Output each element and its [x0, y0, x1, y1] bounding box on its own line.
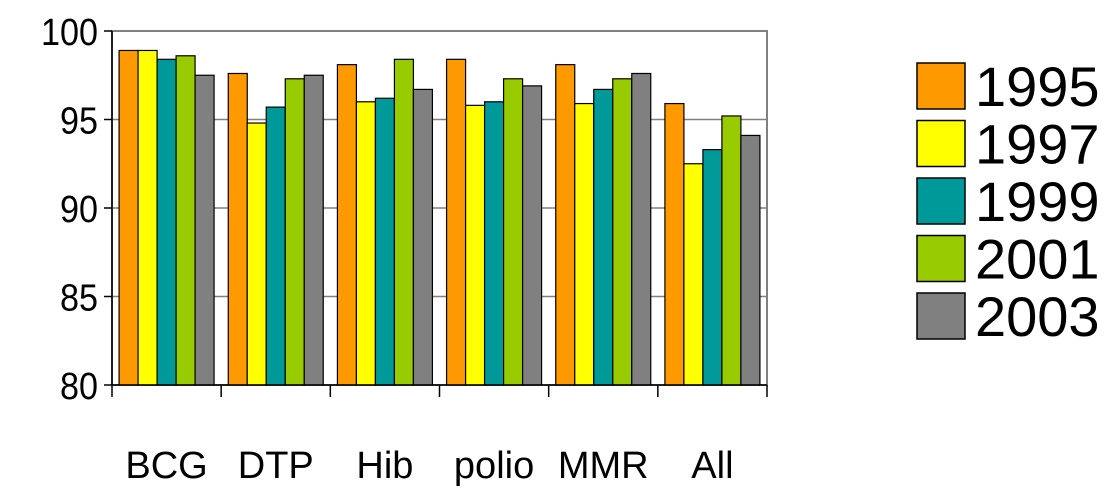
bar: [374, 97, 396, 386]
bars: [118, 49, 761, 386]
bar: [412, 88, 434, 386]
x-tick-label: MMR: [558, 445, 649, 487]
bar: [355, 101, 377, 386]
legend-swatch: [916, 119, 966, 168]
bar: [521, 85, 543, 386]
bar: [740, 134, 761, 386]
legend-swatch: [916, 292, 966, 340]
x-tick-label: All: [691, 445, 733, 487]
y-tick-label: 90: [60, 189, 98, 231]
legend-label: 1995: [975, 55, 1100, 118]
bar: [156, 58, 177, 386]
legend-label: 1997: [975, 113, 1100, 176]
bar: [445, 58, 467, 386]
bar: [284, 78, 305, 386]
legend-label: 2003: [975, 285, 1100, 348]
legend-swatch: [916, 234, 966, 283]
plot-area: [111, 30, 768, 386]
y-tick-label: 85: [60, 278, 98, 320]
bar: [194, 74, 215, 386]
bar: [721, 115, 742, 386]
bar: [574, 102, 595, 386]
bar: [664, 102, 685, 386]
gridlines: [112, 118, 767, 298]
bar: [702, 148, 723, 386]
bar: [303, 74, 324, 386]
bar: [393, 58, 415, 386]
x-tick-label: Hib: [356, 445, 413, 487]
bar: [265, 106, 286, 386]
bar: [464, 104, 486, 386]
bar: [336, 64, 358, 386]
x-axis-ticks: BCG DTP Hib polio MMR All: [125, 445, 733, 487]
y-axis-ticks: 80 85 90 95 100: [41, 12, 98, 408]
bar: [175, 55, 196, 386]
legend-swatch: [916, 177, 966, 225]
y-tick-label: 80: [60, 366, 98, 408]
legend-swatch: [916, 62, 966, 110]
y-tick-label: 95: [60, 101, 98, 143]
bar: [555, 64, 576, 386]
bar: [246, 122, 267, 386]
bar: [612, 78, 633, 386]
legend-label: 1999: [975, 170, 1100, 233]
bar: [137, 49, 158, 386]
axes: [104, 30, 768, 397]
bar: [483, 101, 505, 386]
bar: [683, 163, 704, 386]
x-tick-label: BCG: [125, 445, 207, 487]
bar: [502, 78, 524, 386]
y-tick-label: 100: [41, 12, 98, 54]
legend-label: 2001: [975, 228, 1100, 291]
x-tick-label: polio: [454, 445, 534, 487]
bar: [227, 72, 248, 386]
x-tick-label: DTP: [238, 445, 314, 487]
bar: [593, 88, 614, 386]
bar: [631, 72, 652, 386]
bar: [118, 49, 139, 386]
